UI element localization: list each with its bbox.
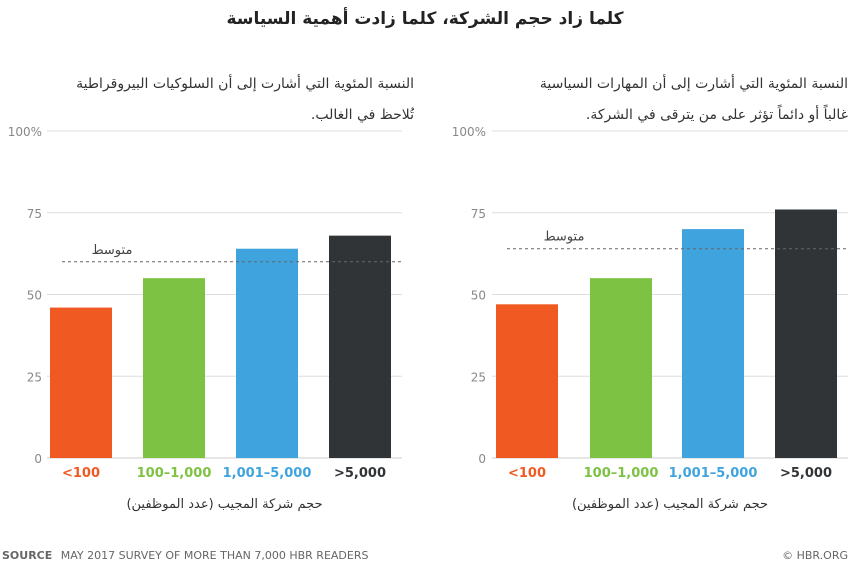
chart-subtitle-line: غالباً أو دائماً تؤثر على من يترقى في ال… [586, 104, 848, 123]
x-tick-label: >5,000 [334, 466, 386, 481]
y-tick-label: 0 [34, 452, 42, 466]
x-tick-label: <100 [508, 466, 546, 481]
y-tick-label: 25 [471, 370, 486, 384]
bar [143, 278, 205, 458]
average-label: متوسط [544, 230, 585, 245]
y-tick-label: 100% [452, 125, 486, 139]
bar [329, 235, 391, 458]
bar [496, 304, 558, 458]
x-tick-label: 100–1,000 [584, 466, 659, 481]
x-tick-label: 100–1,000 [137, 466, 212, 481]
y-tick-label: 75 [27, 207, 42, 221]
bar [590, 278, 652, 458]
average-label: متوسط [92, 243, 133, 258]
y-tick-label: 75 [471, 207, 486, 221]
source-line: SOURCE MAY 2017 SURVEY OF MORE THAN 7,00… [2, 549, 368, 562]
x-tick-label: 1,001–5,000 [223, 466, 312, 481]
bar [50, 307, 112, 458]
x-tick-label: <100 [62, 466, 100, 481]
x-axis-title: حجم شركة المجيب (عدد الموظفين) [572, 497, 768, 512]
y-tick-label: 0 [478, 452, 486, 466]
source-text: MAY 2017 SURVEY OF MORE THAN 7,000 HBR R… [61, 549, 369, 562]
chart-1: النسبة المئوية التي أشارت إلى أن السلوكي… [8, 74, 415, 512]
copyright: © HBR.ORG [782, 549, 848, 562]
figure-title: كلما زاد حجم الشركة، كلما زادت أهمية الس… [226, 7, 623, 29]
y-tick-label: 100% [8, 125, 42, 139]
x-tick-label: >5,000 [780, 466, 832, 481]
y-tick-label: 50 [471, 289, 486, 303]
source-label: SOURCE [2, 549, 52, 562]
x-axis-title: حجم شركة المجيب (عدد الموظفين) [126, 497, 322, 512]
bar [682, 229, 744, 458]
chart-subtitle-line: النسبة المئوية التي أشارت إلى أن السلوكي… [76, 74, 414, 92]
chart-2: النسبة المئوية التي أشارت إلى أن المهارا… [452, 74, 848, 512]
x-tick-label: 1,001–5,000 [669, 466, 758, 481]
y-tick-label: 50 [27, 289, 42, 303]
chart-subtitle-line: النسبة المئوية التي أشارت إلى أن المهارا… [540, 74, 848, 92]
bar [236, 248, 298, 458]
bar [775, 209, 837, 458]
chart-subtitle-line: تُلاحظ في الغالب. [311, 107, 415, 123]
y-tick-label: 25 [27, 370, 42, 384]
